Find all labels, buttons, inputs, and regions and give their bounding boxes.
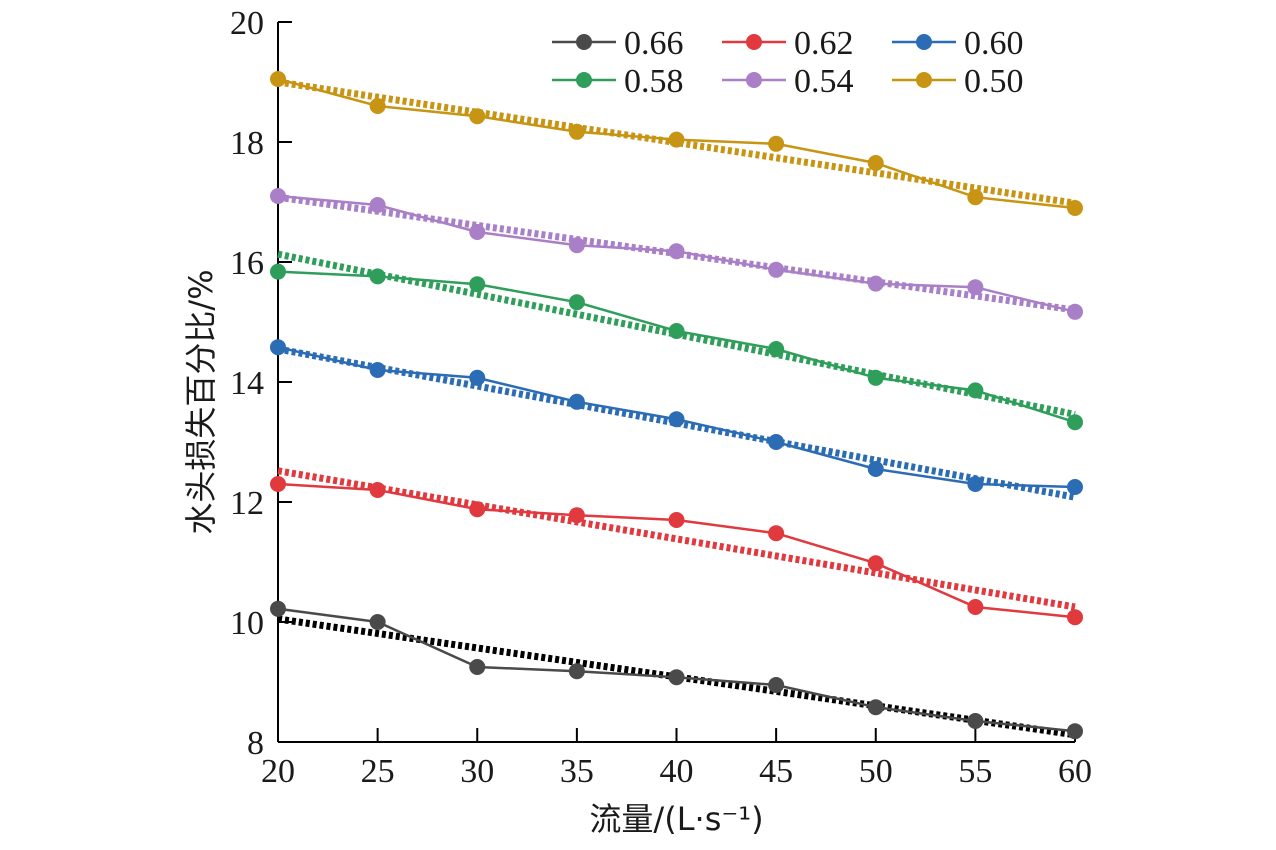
data-point-0_60 [270, 339, 286, 356]
x-tick-label: 30 [460, 753, 494, 790]
data-point-0_60 [369, 362, 386, 378]
y-axis-title: 水头损失百分比/% [182, 269, 220, 534]
data-point-0_60 [1067, 479, 1083, 495]
legend-swatch-marker [916, 34, 932, 50]
y-tick-label: 8 [247, 725, 264, 762]
series-line-0_58 [277, 270, 1076, 424]
data-point-0_50 [369, 98, 386, 114]
data-point-0_50 [270, 71, 286, 87]
data-point-0_54 [967, 279, 984, 296]
data-point-0_60 [668, 411, 685, 428]
data-point-0_62 [1067, 609, 1083, 626]
data-point-0_54 [469, 224, 486, 240]
data-point-0_66 [469, 659, 486, 675]
data-point-0_54 [768, 261, 785, 278]
x-tick-label: 60 [1058, 753, 1092, 790]
x-tick-label: 20 [261, 753, 295, 790]
data-point-0_66 [668, 669, 685, 686]
data-point-0_62 [568, 507, 585, 524]
y-tick-label: 20 [230, 5, 264, 42]
data-point-0_50 [668, 131, 685, 148]
x-ticks: 20 25 30 35 40 45 50 55 60 [261, 728, 1092, 790]
data-point-0_58 [668, 323, 685, 339]
data-point-0_54 [270, 188, 286, 204]
y-tick-label: 10 [230, 605, 264, 642]
y-tick-label: 16 [230, 245, 264, 282]
data-point-0_62 [768, 525, 785, 542]
data-point-0_62 [867, 555, 884, 572]
legend-label: 0.60 [964, 25, 1024, 62]
data-point-0_66 [270, 600, 286, 617]
legend-label: 0.54 [794, 63, 854, 100]
data-point-0_60 [867, 461, 884, 477]
data-point-0_54 [568, 237, 585, 254]
data-point-0_62 [270, 476, 286, 492]
legend-label: 0.50 [964, 63, 1024, 100]
data-point-0_66 [568, 663, 585, 680]
data-point-0_62 [369, 482, 386, 498]
legend-swatch-marker [576, 72, 592, 88]
series-lines [270, 71, 1083, 740]
data-point-0_62 [668, 512, 685, 528]
data-point-0_50 [967, 189, 984, 206]
data-point-0_66 [369, 614, 386, 630]
data-point-0_58 [967, 382, 984, 399]
y-tick-label: 12 [230, 485, 264, 522]
data-point-0_62 [967, 599, 984, 615]
data-point-0_66 [867, 699, 884, 716]
x-axis-title: 流量/(L·s⁻¹) [589, 800, 763, 838]
y-tick-label: 14 [230, 365, 264, 402]
data-point-0_50 [867, 155, 884, 171]
series-line-0_62 [277, 482, 1076, 619]
data-point-0_60 [967, 476, 984, 492]
legend-swatch-marker [576, 34, 592, 50]
data-point-0_60 [768, 434, 785, 450]
data-point-0_54 [668, 243, 685, 260]
data-point-0_66 [768, 677, 785, 693]
data-point-0_66 [967, 713, 984, 729]
trend-line-0_50 [277, 78, 1076, 207]
data-point-0_58 [568, 294, 585, 311]
data-point-0_60 [568, 393, 585, 410]
data-point-0_62 [469, 501, 486, 518]
data-point-0_54 [369, 197, 386, 213]
data-point-0_58 [270, 263, 286, 280]
data-point-0_66 [1067, 723, 1083, 740]
legend-label: 0.66 [624, 25, 684, 62]
x-tick-label: 50 [859, 753, 893, 790]
data-point-0_54 [867, 275, 884, 292]
x-tick-label: 25 [361, 753, 395, 790]
data-point-0_54 [1067, 303, 1083, 320]
x-tick-label: 55 [958, 753, 992, 790]
data-point-0_50 [1067, 200, 1083, 216]
trend-lines [277, 78, 1076, 739]
trend-line-0_62 [277, 467, 1076, 611]
data-point-0_50 [768, 135, 785, 152]
x-tick-label: 40 [660, 753, 694, 790]
data-point-0_58 [1067, 414, 1083, 431]
legend-label: 0.62 [794, 25, 854, 62]
data-point-0_58 [469, 276, 486, 293]
data-point-0_58 [369, 268, 386, 285]
legend-swatch-marker [746, 72, 762, 88]
data-point-0_58 [867, 369, 884, 386]
x-tick-label: 45 [759, 753, 793, 790]
data-point-0_50 [469, 108, 486, 125]
legend-swatch-marker [916, 72, 932, 88]
legend: 0.66 0.62 0.60 0.58 0.54 0.50 [552, 25, 1024, 100]
legend-swatch-marker [746, 34, 762, 50]
data-point-0_58 [768, 341, 785, 357]
x-tick-label: 35 [560, 753, 594, 790]
legend-label: 0.58 [624, 63, 684, 100]
y-ticks: 8 10 12 14 16 18 20 [230, 5, 292, 762]
data-point-0_50 [568, 123, 585, 140]
y-tick-label: 18 [230, 125, 264, 162]
data-point-0_60 [469, 369, 486, 386]
